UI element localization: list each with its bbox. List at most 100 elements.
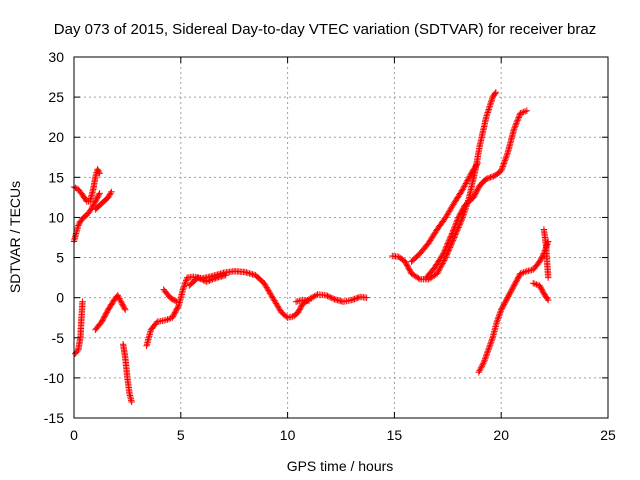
plus-marker <box>512 279 519 287</box>
plus-marker <box>444 241 451 249</box>
plus-marker <box>101 313 108 320</box>
plus-marker <box>363 294 370 301</box>
plus-marker <box>487 339 495 346</box>
plus-marker <box>500 302 507 309</box>
plus-marker <box>513 118 521 126</box>
plus-marker <box>498 166 505 173</box>
plus-marker <box>483 352 490 359</box>
plus-marker <box>513 120 520 127</box>
plus-marker <box>203 278 210 285</box>
x-tick-label: 0 <box>70 427 78 443</box>
y-tick-label: 20 <box>48 129 64 145</box>
plus-marker <box>463 178 470 186</box>
plus-marker <box>515 114 522 121</box>
data-series <box>92 188 115 213</box>
plus-marker <box>514 115 522 123</box>
plus-marker <box>107 190 114 197</box>
plus-marker <box>169 313 177 320</box>
plus-marker <box>122 306 129 313</box>
plus-marker <box>453 218 460 225</box>
plus-marker <box>402 259 409 267</box>
plus-marker <box>476 367 483 374</box>
plus-marker <box>115 293 122 301</box>
plus-marker <box>523 107 531 114</box>
plus-marker <box>95 168 103 176</box>
plus-marker <box>458 208 465 216</box>
plus-marker <box>517 270 524 277</box>
plus-marker <box>536 282 543 289</box>
plus-marker <box>462 180 470 187</box>
plus-marker <box>465 174 473 181</box>
x-tick-label: 25 <box>600 427 616 443</box>
plus-marker <box>492 323 499 330</box>
data-series <box>71 298 86 357</box>
plus-marker <box>536 258 543 265</box>
plus-marker <box>477 366 484 373</box>
plus-marker <box>72 184 79 191</box>
plus-marker <box>452 220 460 227</box>
data-series <box>408 159 481 265</box>
plot-border <box>73 56 609 419</box>
plus-marker <box>484 348 491 355</box>
plus-marker <box>505 291 513 299</box>
plus-marker <box>435 267 442 274</box>
plus-marker <box>473 161 481 168</box>
plus-marker <box>465 176 472 183</box>
data-series <box>119 341 135 406</box>
plus-marker <box>406 267 414 275</box>
plus-marker <box>121 305 128 312</box>
plus-marker <box>106 191 113 198</box>
plus-marker <box>500 161 507 169</box>
plus-marker <box>517 110 524 117</box>
plus-marker <box>206 277 213 284</box>
plus-marker <box>165 315 173 323</box>
y-tick-label: -15 <box>44 410 64 426</box>
y-tick-label: 5 <box>56 250 64 266</box>
plus-marker <box>324 292 331 300</box>
plus-marker <box>403 261 410 268</box>
plus-marker <box>498 306 505 313</box>
data-points <box>70 89 552 406</box>
data-series <box>530 280 552 304</box>
plus-marker <box>503 295 511 303</box>
plot-frame <box>73 56 609 419</box>
plus-marker <box>537 285 545 292</box>
plus-marker <box>513 278 520 285</box>
plus-marker <box>173 306 180 313</box>
plus-marker <box>305 297 313 305</box>
plus-marker <box>512 123 519 130</box>
plus-marker <box>473 187 481 194</box>
plus-marker <box>490 173 497 180</box>
data-series <box>475 238 552 376</box>
plus-marker <box>461 183 468 190</box>
plus-marker <box>493 318 501 325</box>
axis-ticks <box>73 56 609 419</box>
plus-marker <box>464 177 471 184</box>
plus-marker <box>461 181 469 189</box>
plus-marker <box>328 294 335 302</box>
plus-marker <box>406 266 413 273</box>
plus-marker <box>515 274 522 281</box>
plus-marker <box>478 363 485 370</box>
plus-marker <box>348 296 355 304</box>
plus-marker <box>92 196 100 204</box>
plus-marker <box>451 224 458 231</box>
plus-marker <box>90 200 98 208</box>
plus-marker <box>481 357 488 364</box>
plus-marker <box>518 269 526 277</box>
plus-marker <box>415 275 422 282</box>
plus-marker <box>95 192 102 200</box>
plus-marker <box>181 281 188 289</box>
plus-marker <box>200 277 207 284</box>
plus-marker <box>513 277 521 284</box>
plus-marker <box>330 295 337 302</box>
plus-marker <box>297 303 305 310</box>
plus-marker <box>458 207 466 214</box>
grid-lines <box>74 57 608 418</box>
plus-marker <box>456 212 463 220</box>
plus-marker <box>448 231 455 239</box>
plus-marker <box>544 274 552 281</box>
plus-marker <box>116 295 123 302</box>
plus-marker <box>487 340 494 347</box>
